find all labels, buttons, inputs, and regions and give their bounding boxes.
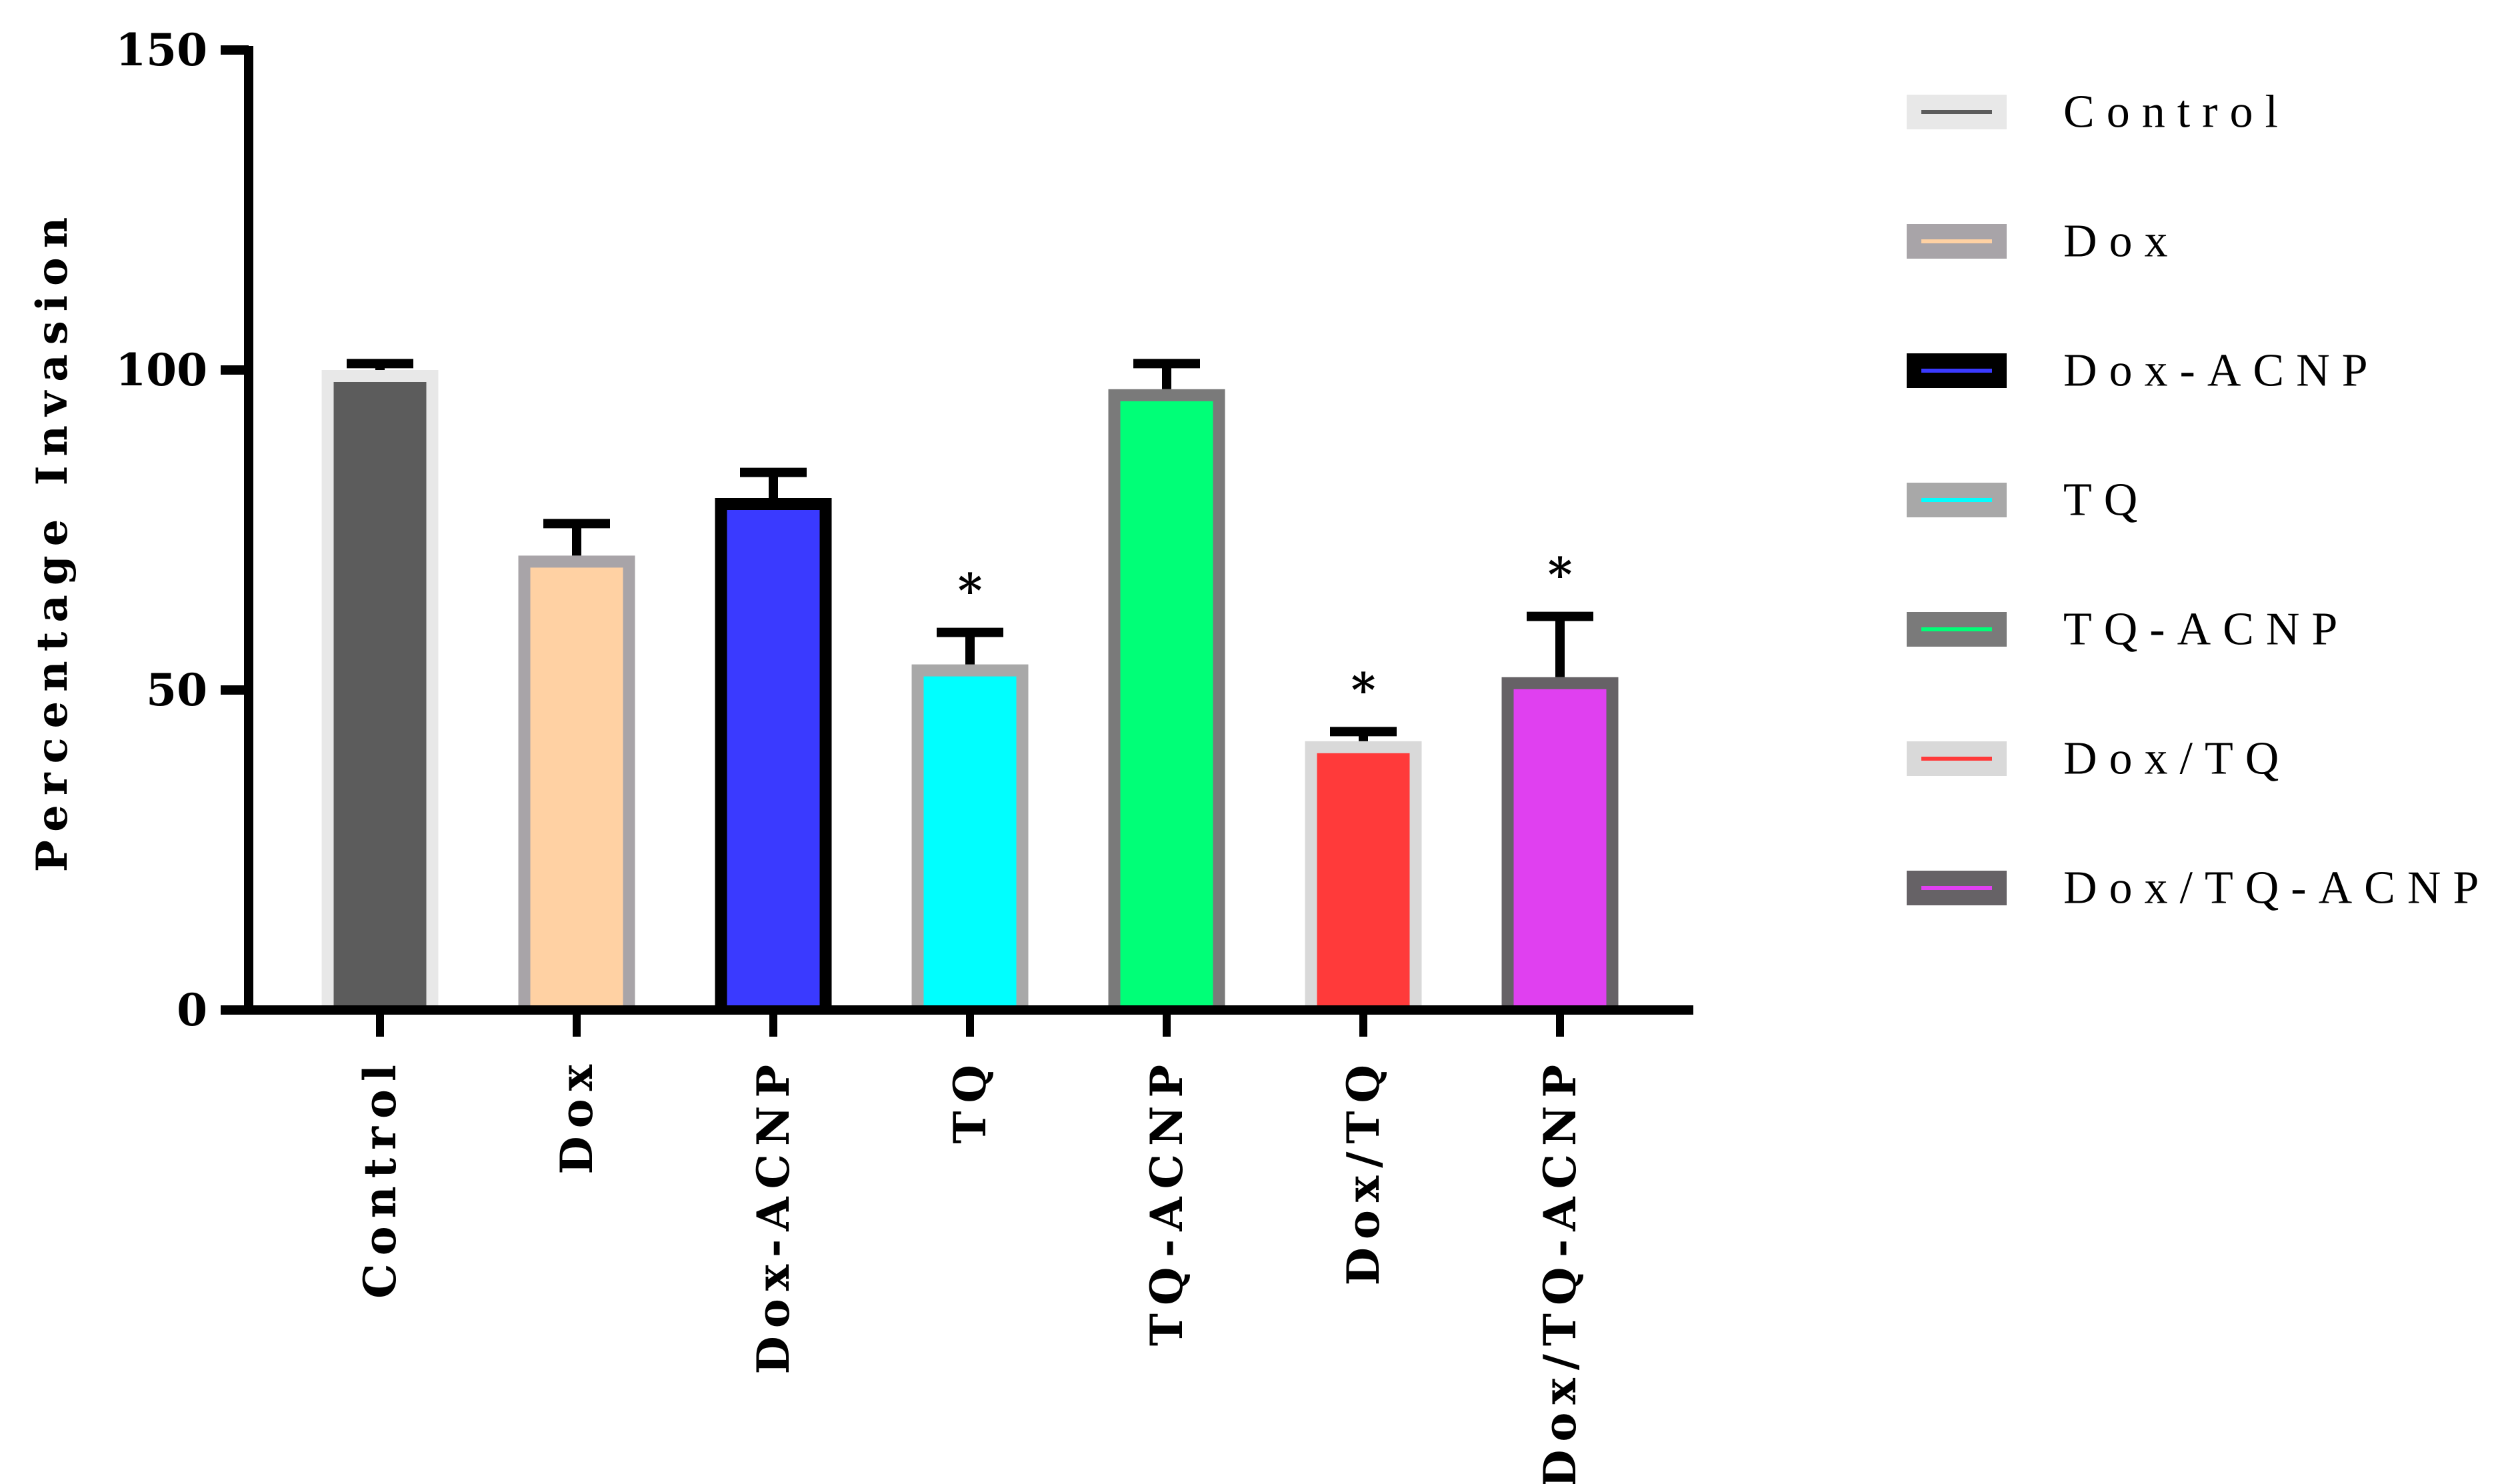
category-label-dox-tq: Dox/TQ	[1337, 1057, 1389, 1285]
y-axis-label: Percentage Invasion	[27, 208, 77, 873]
category-label-tq: TQ	[944, 1057, 996, 1144]
bar-control	[333, 382, 427, 1010]
legend-label-dox-acnp: Dox-ACNP	[2063, 345, 2380, 397]
legend-label-tq: TQ	[2063, 475, 2149, 526]
bar-dox	[530, 567, 623, 1010]
error-bars-layer	[347, 359, 1593, 741]
legend-label-tq-acnp: TQ-ACNP	[2063, 604, 2349, 655]
y-tick-label-100: 100	[115, 344, 207, 396]
axes-layer	[221, 45, 1693, 1037]
category-label-dox-acnp: Dox-ACNP	[747, 1057, 799, 1375]
legend-label-dox: Dox	[2063, 216, 2180, 267]
bar-dox-tq-acnp	[1513, 689, 1607, 1010]
category-label-dox: Dox	[551, 1057, 603, 1175]
bar-dox-acnp	[727, 510, 820, 1010]
bar-tq-acnp	[1120, 401, 1213, 1010]
bars-layer	[321, 370, 1619, 1010]
y-tick-label-0: 0	[177, 984, 207, 1036]
legend-label-dox-tq-acnp: Dox/TQ-ACNP	[2063, 863, 2491, 914]
significance-marker-tq: *	[958, 563, 983, 619]
legend-label-dox-tq: Dox/TQ	[2063, 733, 2291, 785]
category-label-dox-tq-acnp: Dox/TQ-ACNP	[1534, 1057, 1586, 1484]
category-label-tq-acnp: TQ-ACNP	[1141, 1057, 1193, 1346]
significance-marker-dox-tq: *	[1351, 662, 1376, 717]
bar-dox-tq	[1317, 753, 1410, 1010]
legend-label-control: Control	[2063, 87, 2290, 138]
y-tick-label-150: 150	[115, 24, 207, 76]
y-tick-label-50: 50	[146, 664, 207, 716]
significance-marker-dox-tq-acnp: *	[1548, 547, 1573, 603]
category-label-control: Control	[354, 1057, 406, 1299]
legend: Control Dox Dox-ACNP TQ TQ-ACNP Dox/TQ Dox/TQ-…	[1907, 87, 2491, 914]
bar-tq	[923, 676, 1017, 1010]
labels-layer: Control Dox Dox-ACNP * TQ TQ-ACNP * Dox/TQ * Dox/…	[115, 24, 1586, 1484]
